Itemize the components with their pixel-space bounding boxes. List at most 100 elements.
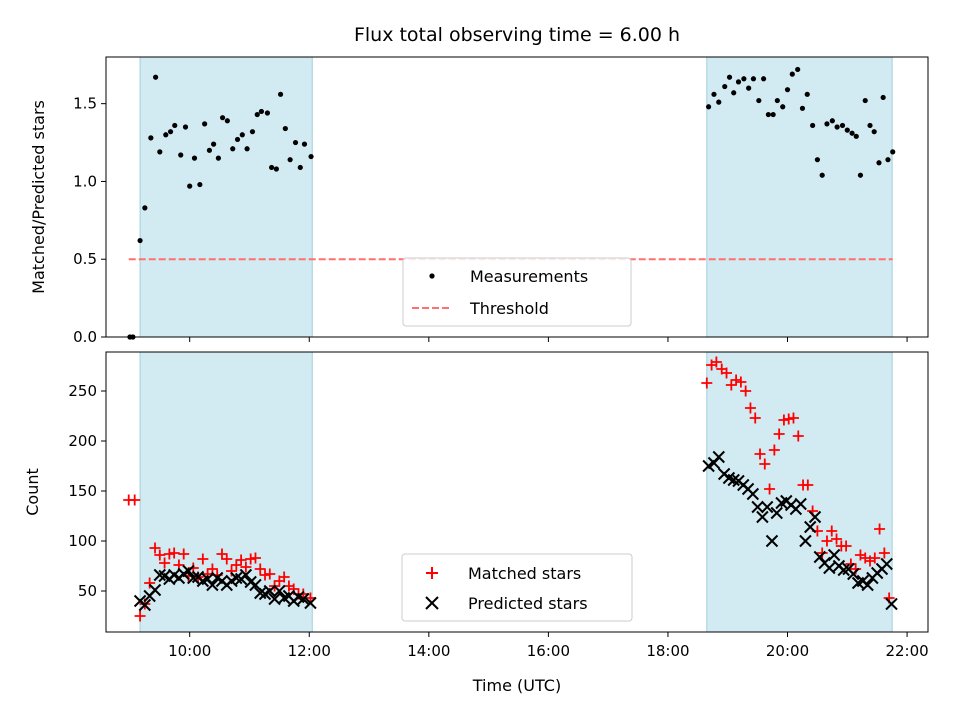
matched-star-point bbox=[821, 535, 833, 547]
measurement-point bbox=[761, 76, 767, 82]
measurement-point bbox=[849, 130, 855, 136]
predicted-star-point bbox=[885, 597, 898, 611]
predicted-star-point bbox=[182, 564, 195, 578]
matched-star-point bbox=[831, 533, 843, 545]
measurement-point bbox=[750, 76, 757, 82]
matched-star-point bbox=[254, 563, 266, 575]
measurement-point bbox=[890, 149, 896, 155]
matched-star-point bbox=[710, 356, 722, 368]
measurement-point bbox=[735, 79, 742, 85]
measurement-point bbox=[277, 91, 284, 97]
predicted-star-point bbox=[760, 500, 774, 514]
matched-star-point bbox=[249, 552, 261, 564]
measurement-point bbox=[287, 157, 293, 163]
matched-star-point bbox=[216, 548, 228, 560]
matched-star-point bbox=[802, 479, 814, 491]
panel-counts: 50 100 150 200 250 10:00 12:00 14:00 16:00 18:00 2… bbox=[23, 351, 929, 660]
measurement-point bbox=[191, 155, 198, 161]
matched-star-point bbox=[787, 412, 799, 424]
legend-marker-measurements bbox=[429, 273, 435, 279]
predicted-star-point bbox=[861, 578, 874, 592]
measurement-point bbox=[258, 108, 265, 115]
matched-star-point bbox=[874, 523, 886, 535]
matched-star-point bbox=[154, 549, 166, 561]
matched-star-point bbox=[735, 376, 747, 388]
measurement-point bbox=[264, 110, 271, 116]
measurement-point bbox=[804, 91, 810, 97]
measurement-point bbox=[885, 157, 891, 163]
x-tick-label: 10:00 bbox=[168, 642, 211, 660]
measurement-point bbox=[810, 122, 816, 129]
matched-star-point bbox=[721, 367, 733, 379]
measurement-point bbox=[756, 97, 762, 104]
legend-marker-predicted bbox=[425, 596, 439, 610]
measurement-point bbox=[862, 97, 868, 104]
x-tick-label: 16:00 bbox=[527, 642, 570, 660]
measurement-point bbox=[268, 164, 275, 171]
matched-star-point bbox=[221, 553, 233, 565]
legend-frame bbox=[402, 257, 632, 327]
observing-window-0 bbox=[139, 351, 313, 633]
measurement-point bbox=[853, 133, 859, 139]
matched-star-point bbox=[773, 428, 785, 440]
predicted-star-point bbox=[297, 592, 310, 606]
matched-star-point bbox=[701, 377, 713, 389]
matched-star-point bbox=[730, 374, 742, 386]
measurement-point bbox=[857, 172, 864, 178]
measurement-point bbox=[187, 183, 193, 189]
predicted-star-point bbox=[187, 571, 200, 585]
matched-star-point bbox=[754, 448, 766, 460]
matched-star-point bbox=[725, 379, 737, 391]
observing-window-0 bbox=[139, 56, 313, 338]
predicted-star-point bbox=[827, 548, 841, 562]
predicted-star-point bbox=[304, 596, 317, 610]
measurement-point bbox=[774, 97, 780, 104]
measurement-point bbox=[202, 121, 208, 127]
matched-star-point bbox=[245, 553, 257, 565]
measurement-point bbox=[215, 155, 221, 161]
matched-star-point bbox=[278, 571, 290, 583]
legend-label-predicted: Predicted stars bbox=[468, 594, 588, 613]
measurement-point bbox=[273, 166, 279, 172]
axes-frame bbox=[105, 56, 929, 338]
predicted-star-point bbox=[273, 584, 286, 598]
y-axis-label: Matched/Predicted stars bbox=[29, 100, 48, 294]
matched-star-point bbox=[226, 565, 238, 577]
plot-area bbox=[123, 356, 898, 622]
measurement-point bbox=[880, 94, 886, 101]
measurement-point bbox=[301, 141, 308, 147]
measurement-point bbox=[224, 118, 230, 124]
legend: Matched stars Predicted stars bbox=[401, 553, 633, 622]
matched-star-point bbox=[764, 483, 776, 495]
measurement-point bbox=[789, 71, 795, 77]
legend: Measurements Threshold bbox=[402, 257, 632, 327]
measurement-point bbox=[824, 121, 830, 127]
matched-star-point bbox=[240, 561, 252, 573]
matched-star-point bbox=[259, 569, 271, 581]
axes: 50 100 150 200 250 10:00 12:00 14:00 16:00 18:00 2… bbox=[68, 351, 929, 660]
predicted-star-point bbox=[712, 450, 725, 464]
measurement-point bbox=[211, 141, 217, 147]
measurement-point bbox=[795, 66, 801, 73]
predicted-star-point bbox=[746, 487, 760, 501]
measurement-point bbox=[867, 122, 873, 129]
measurement-point bbox=[814, 157, 821, 163]
panel-ratio: 0.0 0.5 1.0 1.5 Matched/Predicted stars Mea… bbox=[29, 56, 929, 346]
predicted-star-point bbox=[808, 510, 822, 524]
matched-star-point bbox=[163, 548, 175, 560]
matched-star-point bbox=[129, 494, 141, 506]
matched-star-point bbox=[778, 414, 790, 426]
matched-star-point bbox=[178, 548, 190, 560]
x-tick-label: 22:00 bbox=[885, 642, 928, 660]
y-tick-label: 50 bbox=[78, 582, 97, 600]
measurement-point bbox=[770, 111, 776, 118]
measurement-point bbox=[292, 139, 299, 146]
matched-star-point bbox=[197, 553, 209, 565]
matched-star-point bbox=[869, 552, 881, 564]
predicted-star-point bbox=[794, 497, 807, 511]
measurement-point bbox=[137, 237, 143, 244]
legend-label-measurements: Measurements bbox=[470, 267, 588, 286]
measurement-point bbox=[799, 105, 806, 111]
predicted-star-point bbox=[239, 568, 253, 582]
matched-star-point bbox=[235, 554, 247, 566]
